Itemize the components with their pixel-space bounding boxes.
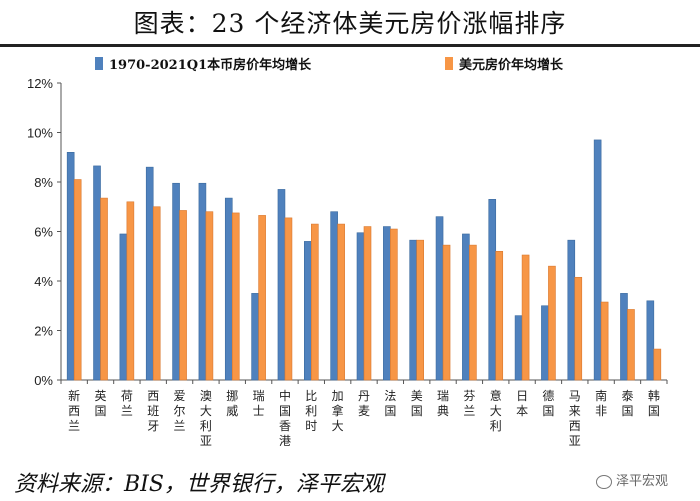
- bar-usd: [363, 226, 372, 381]
- bar-local: [356, 232, 365, 381]
- category-label: 瑞典: [437, 389, 449, 418]
- category-label: 丹麦: [358, 389, 370, 418]
- wechat-icon: [596, 474, 612, 489]
- bar-usd: [126, 201, 135, 381]
- bar-usd: [231, 212, 240, 381]
- category-label: 比利时: [305, 389, 317, 433]
- bar-local: [304, 241, 312, 381]
- bar-usd: [495, 251, 504, 381]
- bar-usd: [521, 254, 530, 381]
- bar-usd: [73, 179, 82, 381]
- bar-usd: [152, 206, 161, 381]
- y-tick-label: 12%: [27, 76, 53, 91]
- category-label: 德国: [542, 388, 554, 418]
- bar-usd: [653, 348, 662, 381]
- category-label: 芬兰: [463, 389, 475, 418]
- bar-usd: [311, 223, 319, 381]
- category-label: 澳大利亚: [200, 389, 212, 448]
- bar-local: [145, 166, 154, 381]
- bar-local: [251, 293, 259, 381]
- category-label: 马来西亚: [569, 389, 581, 448]
- category-label: 南非: [595, 388, 607, 418]
- bar-local: [567, 239, 576, 381]
- category-label: 美国: [411, 389, 423, 418]
- bar-usd: [179, 210, 187, 381]
- bar-local: [593, 139, 602, 381]
- y-tick-label: 10%: [27, 126, 53, 141]
- bar-local: [224, 197, 233, 381]
- bar-usd: [416, 239, 424, 381]
- category-label: 新西兰: [68, 388, 80, 433]
- bar-usd: [100, 197, 108, 381]
- title-divider: [0, 44, 700, 47]
- category-label: 瑞士: [253, 389, 265, 418]
- watermark: 泽平宏观: [596, 470, 668, 489]
- legend-swatch: [445, 57, 453, 70]
- bar-usd: [548, 265, 556, 381]
- bar-local: [462, 233, 470, 381]
- bar-local: [514, 315, 523, 381]
- category-label: 韩国: [648, 388, 660, 418]
- legend-label: 美元房价年均增长: [459, 57, 564, 73]
- category-label: 中国香港: [279, 388, 291, 448]
- y-tick-label: 6%: [34, 225, 53, 240]
- watermark-text: 泽平宏观: [616, 474, 669, 489]
- bar-usd: [390, 228, 398, 381]
- bar-local: [66, 152, 75, 381]
- legend-label: 1970-2021Q1本币房价年均增长: [109, 57, 312, 73]
- bar-local: [172, 182, 180, 381]
- bar-local: [646, 300, 655, 381]
- bar-local: [198, 182, 207, 381]
- y-tick-label: 2%: [34, 324, 53, 339]
- bar-usd: [600, 301, 609, 381]
- bar-usd: [337, 223, 345, 381]
- page-title: 图表：23 个经济体美元房价涨幅排序: [133, 9, 567, 38]
- y-tick-label: 4%: [34, 274, 53, 289]
- category-label: 荷兰: [121, 389, 133, 418]
- bar-local: [119, 233, 128, 381]
- category-label: 爱尔兰: [174, 389, 186, 433]
- source-note: 资料来源：BIS，世界银行，泽平宏观: [14, 472, 384, 497]
- bar-local: [277, 189, 286, 381]
- category-label: 西班牙: [147, 389, 159, 433]
- bar-local: [409, 239, 417, 381]
- bar-local: [383, 226, 391, 381]
- category-label: 意大利: [490, 388, 502, 433]
- bar-usd: [284, 217, 293, 381]
- bar-usd: [205, 211, 214, 381]
- bar-local: [541, 305, 549, 381]
- y-tick-label: 0%: [34, 373, 53, 388]
- category-label: 英国: [95, 389, 107, 418]
- bar-local: [330, 211, 338, 381]
- bar-usd: [469, 244, 477, 381]
- bar-usd: [627, 309, 635, 381]
- legend-swatch: [95, 57, 103, 70]
- category-label: 加拿大: [332, 389, 344, 433]
- bar-local: [435, 216, 444, 381]
- category-label: 泰国: [621, 389, 633, 418]
- category-label: 挪威: [226, 389, 238, 418]
- bar-usd: [574, 276, 583, 381]
- category-label: 日本: [516, 389, 528, 418]
- category-label: 法国: [384, 389, 396, 418]
- bar-usd: [258, 215, 266, 381]
- bar-usd: [442, 244, 451, 381]
- bar-local: [93, 165, 101, 381]
- bar-local: [620, 293, 628, 381]
- bar-local: [488, 199, 497, 381]
- y-tick-label: 8%: [34, 175, 53, 190]
